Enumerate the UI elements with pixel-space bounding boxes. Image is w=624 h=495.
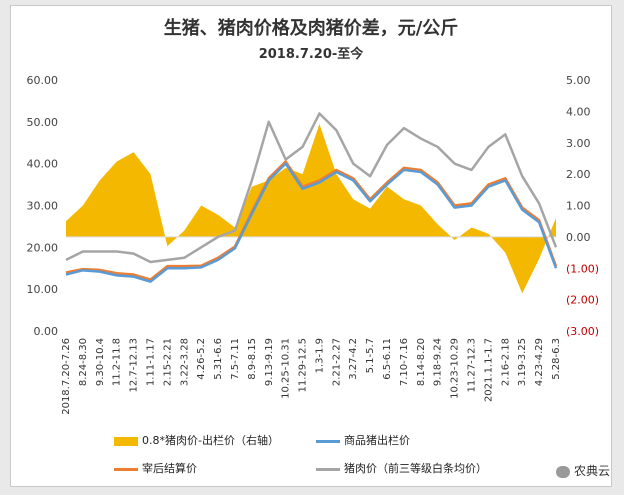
y-left-tick-label: 40.00	[27, 158, 59, 171]
x-tick-label: 2.16-2.18	[500, 338, 511, 386]
legend-label-hog-price: 商品猪出栏价	[344, 434, 410, 447]
x-tick-label: 2.15-2.21	[162, 338, 173, 386]
x-tick-label: 2.21-2.27	[331, 338, 342, 386]
x-tick-label: 4.23-4.29	[534, 338, 545, 386]
y-right-tick-label: 0.00	[566, 231, 591, 244]
watermark-text: 农典云	[573, 464, 610, 478]
legend-item-settlement: 宰后结算价	[114, 460, 197, 476]
x-tick-label: 8.24-8.30	[78, 338, 89, 386]
y-right-tick-label: 4.00	[566, 105, 591, 118]
y-left-tick-label: 60.00	[27, 74, 59, 87]
chart-subtitle: 2018.7.20-至今	[258, 47, 364, 62]
y-left-tick-label: 10.00	[27, 283, 59, 296]
series-line-settlement	[65, 160, 558, 281]
x-tick-label: 7.10-7.16	[399, 338, 410, 386]
legend-swatch-diff	[114, 436, 138, 446]
y-right-tick-label: 2.00	[566, 168, 591, 181]
x-tick-label: 5.28-6.3	[551, 338, 562, 380]
series-line-pork-price	[65, 112, 558, 264]
x-tick-label: 8.9-8.15	[247, 338, 258, 380]
legend-label-diff: 0.8*猪肉价-出栏价（右轴）	[142, 434, 279, 447]
x-tick-label: 11.27-12.3	[467, 338, 478, 393]
x-tick-label: 10.23-10.29	[450, 338, 461, 399]
wechat-icon	[555, 465, 570, 478]
x-tick-label: 12.7-12.13	[129, 338, 140, 393]
legend-item-pork-price: 猪肉价（前三等级白条均价）	[316, 460, 487, 476]
x-tick-label: 7.5-7.11	[230, 338, 241, 380]
x-tick-label: 2021.1.1-1.7	[483, 338, 494, 402]
y-left-tick-label: 0.00	[34, 325, 59, 338]
y-right-tick-label: 5.00	[566, 74, 591, 87]
x-tick-label: 1.3-1.9	[314, 338, 325, 373]
y-left-tick-label: 30.00	[27, 200, 59, 213]
x-tick-label: 5.1-5.7	[365, 338, 376, 373]
x-tick-label: 9.30-10.4	[95, 338, 106, 386]
legend-label-settlement: 宰后结算价	[142, 462, 197, 475]
x-tick-label: 4.26-5.2	[196, 338, 207, 380]
y-right-tick-label: (1.00)	[566, 262, 599, 275]
y-left-tick-label: 20.00	[27, 241, 59, 254]
x-tick-label: 3.19-3.25	[517, 338, 528, 386]
watermark: 农典云	[555, 462, 610, 479]
x-tick-label: 2018.7.20-7.26	[61, 338, 72, 415]
y-right-tick-label: (2.00)	[566, 294, 599, 307]
x-tick-label: 9.18-9.24	[433, 338, 444, 386]
x-tick-label: 3.22-3.28	[179, 338, 190, 386]
legend-item-hog-price: 商品猪出栏价	[316, 432, 410, 448]
y-right-tick-label: 3.00	[566, 137, 591, 150]
legend-label-pork-price: 猪肉价（前三等级白条均价）	[344, 462, 487, 475]
x-tick-label: 9.13-9.19	[264, 338, 275, 386]
x-tick-label: 1.11-1.17	[145, 338, 156, 386]
series-area-diff	[66, 123, 556, 294]
series-line-hog-price	[65, 162, 558, 283]
legend-swatch-settlement	[114, 467, 138, 471]
legend-swatch-hog-price	[316, 439, 340, 443]
x-tick-label: 3.27-4.2	[348, 338, 359, 380]
x-tick-label: 6.5-6.11	[382, 338, 393, 380]
y-right-tick-label: (3.00)	[566, 325, 599, 338]
x-tick-label: 11.2-11.8	[112, 338, 123, 386]
chart-title: 生猪、猪肉价格及肉猪价差，元/公斤	[163, 18, 459, 39]
y-right-tick-label: 1.00	[566, 200, 591, 213]
x-tick-label: 5.31-6.6	[213, 338, 224, 380]
x-tick-label: 11.29-12.5	[298, 338, 309, 393]
y-left-tick-label: 50.00	[27, 116, 59, 129]
legend-item-diff: 0.8*猪肉价-出栏价（右轴）	[114, 432, 279, 448]
legend-swatch-pork-price	[316, 467, 340, 471]
x-tick-label: 8.14-8.20	[416, 338, 427, 386]
x-tick-label: 10.25-10.31	[281, 338, 292, 399]
